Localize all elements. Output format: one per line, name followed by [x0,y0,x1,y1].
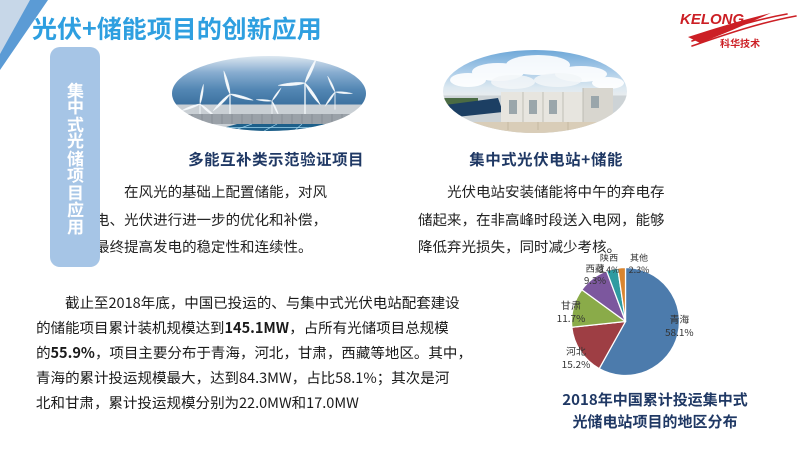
svg-text:科华技术: 科华技术 [720,35,761,50]
